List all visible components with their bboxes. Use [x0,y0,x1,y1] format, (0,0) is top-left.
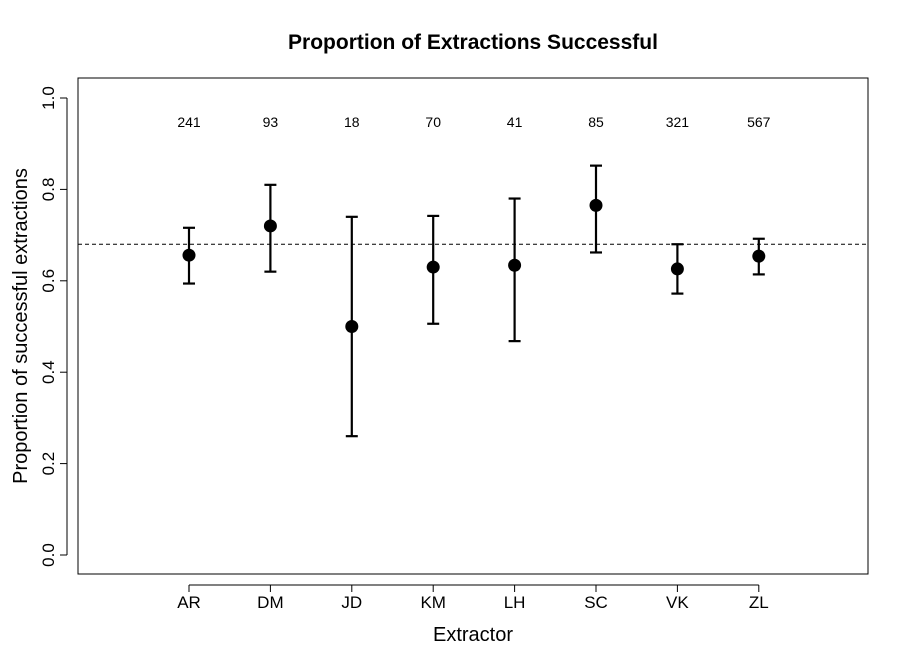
x-tick-label: AR [177,593,201,612]
data-point [752,249,766,263]
y-tick-label: 0.0 [39,543,58,567]
chart-title: Proportion of Extractions Successful [288,31,658,54]
y-tick-label: 0.6 [39,269,58,293]
error-bars [183,164,765,438]
y-tick-label: 0.2 [39,452,58,476]
data-point [426,260,440,274]
x-axis: AR DM JD KM LH SC VK ZL [177,584,769,612]
count-label: 93 [263,114,279,130]
y-tick-label: 0.4 [39,360,58,384]
count-labels: 241 93 18 70 41 85 321 567 [177,114,770,130]
count-label: 321 [666,114,690,130]
x-tick-label: JD [341,593,362,612]
y-tick-label: 0.8 [39,178,58,202]
x-tick-label: SC [584,593,608,612]
y-axis-label: Proportion of successful extractions [10,168,32,484]
data-point [589,198,603,212]
count-label: 567 [747,114,771,130]
x-axis-label: Extractor [433,624,513,646]
y-tick-label: 1.0 [39,86,58,110]
points [182,198,766,333]
data-point [263,219,277,233]
count-label: 18 [344,114,360,130]
data-point [182,248,196,262]
count-label: 41 [507,114,523,130]
count-label: 70 [425,114,441,130]
x-tick-label: ZL [749,593,769,612]
data-point [508,258,522,272]
x-tick-label: VK [666,593,689,612]
x-tick-label: DM [257,593,283,612]
count-label: 241 [177,114,201,130]
data-point [345,320,359,333]
y-axis: 0.0 0.2 0.4 0.6 0.8 1.0 [39,86,68,567]
data-point [670,262,684,276]
plot-frame [77,77,869,575]
x-tick-label: KM [420,593,446,612]
x-tick-label: LH [504,593,526,612]
count-label: 85 [588,114,604,130]
